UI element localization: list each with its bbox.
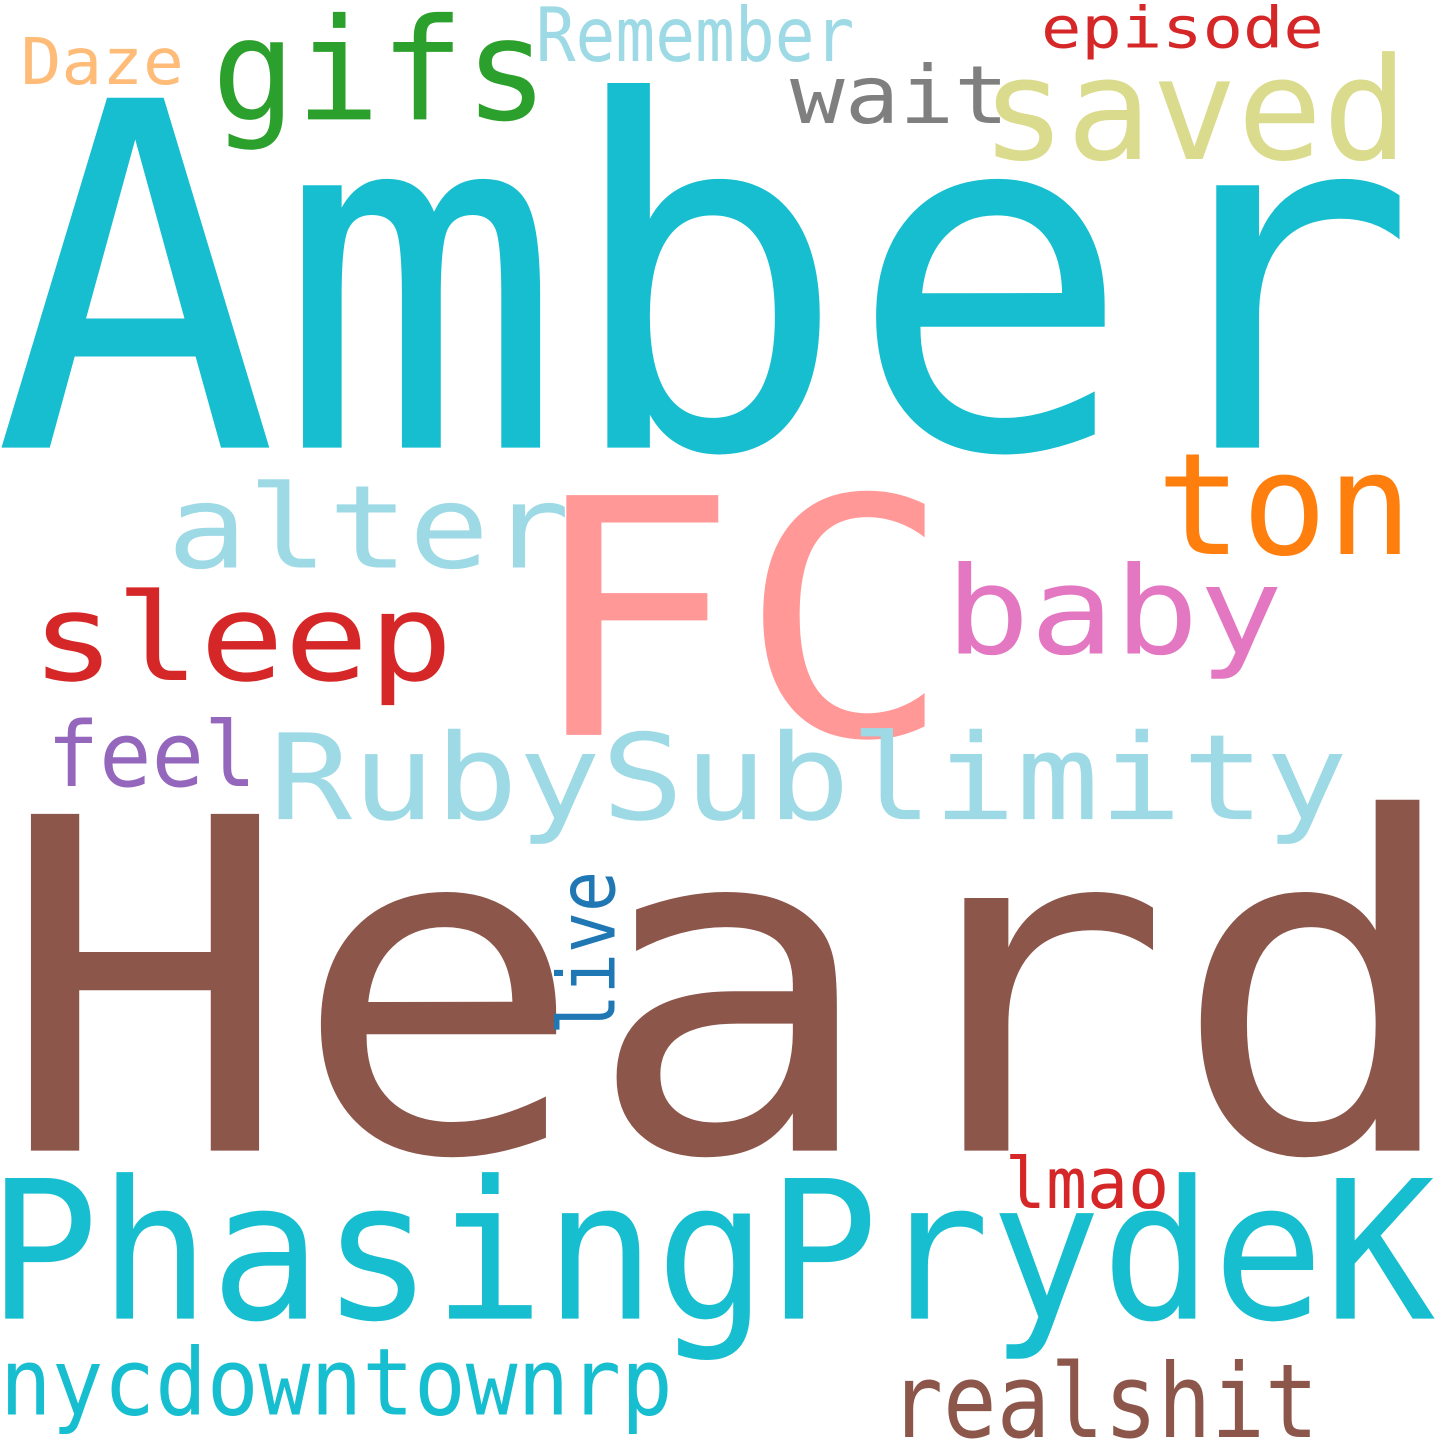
word-realshit: realshit [889,1342,1319,1440]
word-amber: Amber [0,2,1418,562]
word-gifs: gifs [211,0,549,154]
word-alter: alter [166,460,570,596]
word-lmao: lmao [1004,1143,1170,1225]
word-wait: wait [790,50,1009,143]
word-live: live [541,871,635,1036]
word-remember: Remember [535,0,855,80]
word-baby: baby [945,541,1284,683]
word-rubysublimity: RubySublimity [269,708,1349,848]
word-phasingprydek: PhasingPrydeK [0,1139,1436,1365]
word-heard: Heard [0,721,1440,1260]
word-nycdowntownrp: nycdowntownrp [0,1329,673,1438]
word-feel: feel [46,702,257,808]
word-fc: FC [526,430,953,813]
word-ton: ton [1156,423,1413,588]
word-daze: Daze [20,24,184,100]
word-episode: episode [1040,0,1324,62]
word-saved: saved [980,28,1409,194]
word-sleep: sleep [30,568,453,709]
